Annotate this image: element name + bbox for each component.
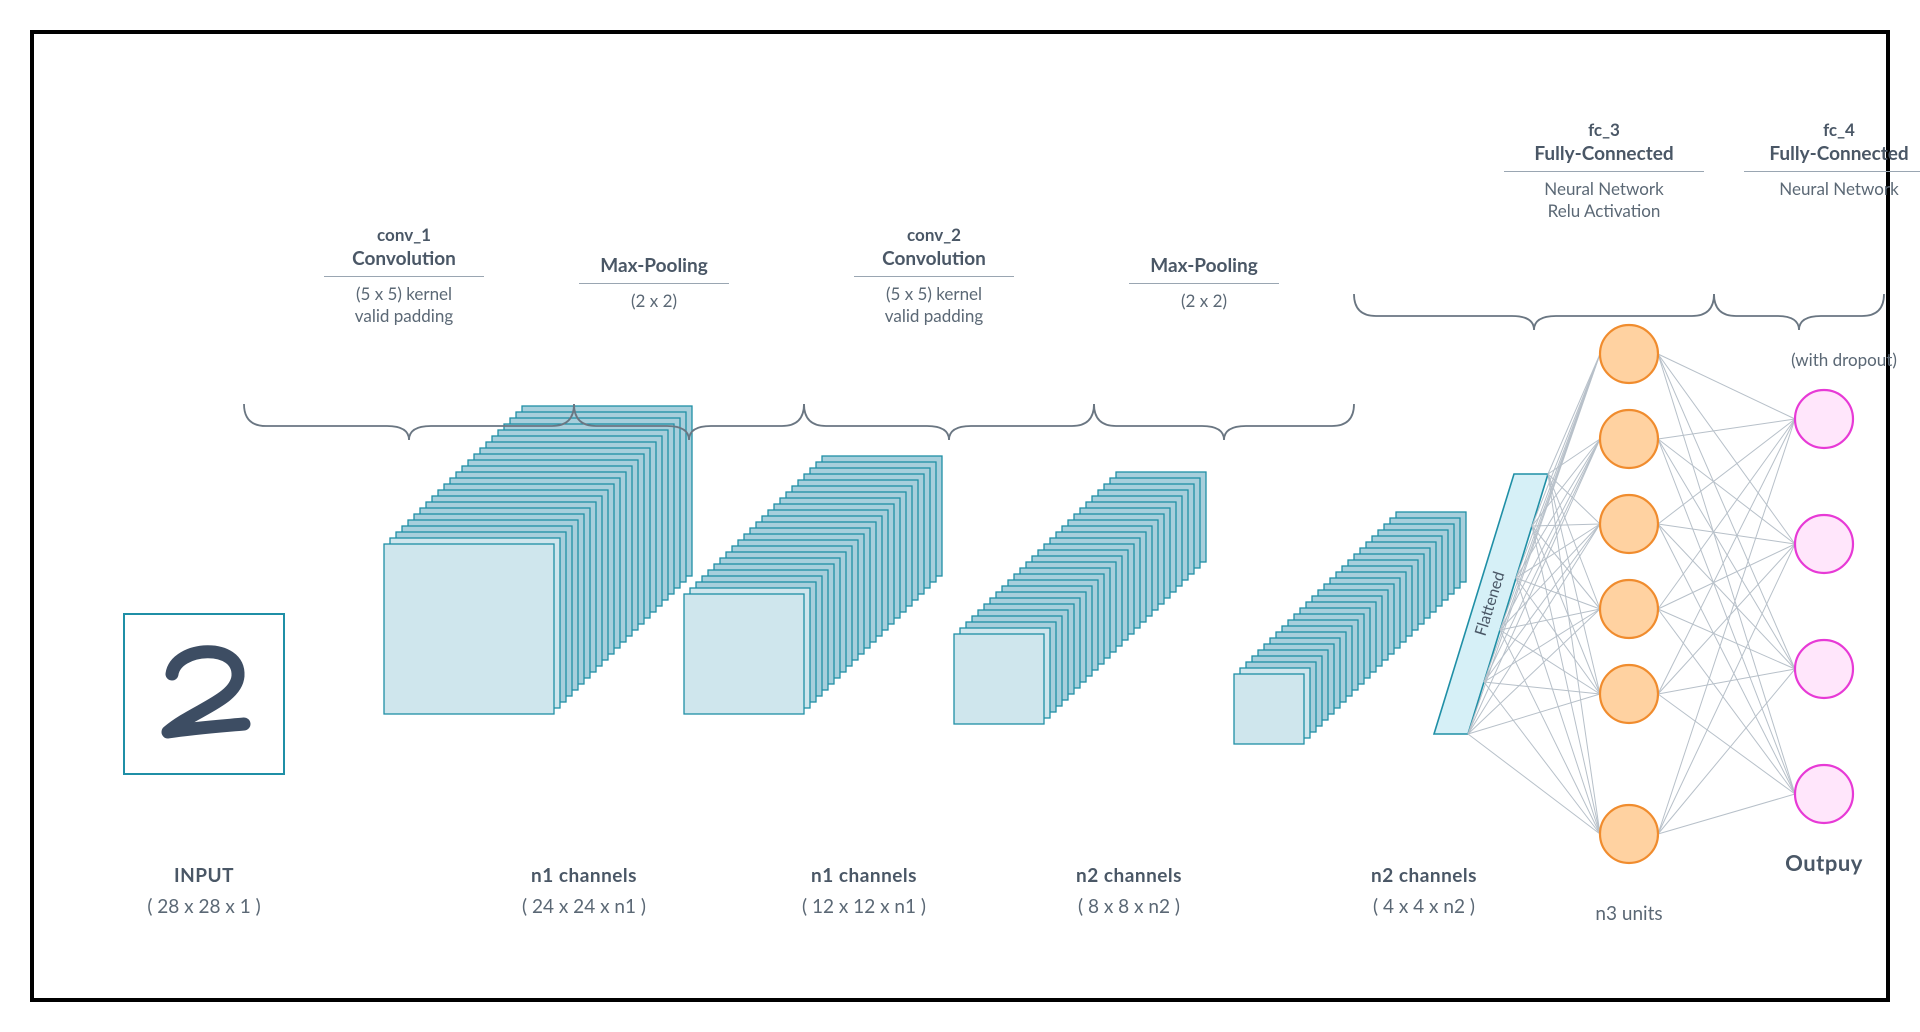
bottom-label-pool2-out: n2 channels ( 4 x 4 x n2 ) (1314, 864, 1534, 918)
layer-sub: Relu Activation (1474, 200, 1734, 222)
block-dims: ( 8 x 8 x n2 ) (1019, 895, 1239, 918)
layer-sub: (2 x 2) (1104, 290, 1304, 312)
layer-title: Fully-Connected (1474, 142, 1734, 165)
layer-name: fc_4 (1724, 119, 1920, 140)
layer-sub: valid padding (814, 305, 1054, 327)
layer-title: Max-Pooling (1104, 254, 1304, 277)
dropout-text: (with dropout) (1754, 349, 1920, 371)
block-title: INPUT (104, 864, 304, 887)
bottom-label-conv1-out: n1 channels ( 24 x 24 x n1 ) (464, 864, 704, 918)
block-dims: ( 28 x 28 x 1 ) (104, 895, 304, 918)
bottom-label-output: Outpuy (1744, 849, 1904, 876)
layer-sub: Neural Network (1724, 178, 1920, 200)
layer-title: Max-Pooling (554, 254, 754, 277)
layer-title: Fully-Connected (1724, 142, 1920, 165)
block-title: n2 channels (1019, 864, 1239, 887)
bottom-label-fc3: n3 units (1544, 894, 1714, 925)
label-fc3: fc_3Fully-Connected Neural NetworkRelu Ac… (1474, 119, 1734, 222)
layer-sub: (2 x 2) (554, 290, 754, 312)
label-pool1: Max-Pooling (2 x 2) (554, 252, 754, 312)
label-conv2: conv_2Convolution (5 x 5) kernelvalid pad… (814, 224, 1054, 327)
bottom-label-pool1-out: n1 channels ( 12 x 12 x n1 ) (744, 864, 984, 918)
layer-title: Convolution (284, 247, 524, 270)
block-dims: ( 12 x 12 x n1 ) (744, 895, 984, 918)
layer-sub: valid padding (284, 305, 524, 327)
label-pool2: Max-Pooling (2 x 2) (1104, 252, 1304, 312)
dropout-label: (with dropout) (1754, 349, 1920, 371)
bottom-label-input: INPUT ( 28 x 28 x 1 ) (104, 864, 304, 918)
layer-name: fc_3 (1474, 119, 1734, 140)
label-conv1: conv_1Convolution (5 x 5) kernelvalid pad… (284, 224, 524, 327)
fc3-units: n3 units (1544, 902, 1714, 925)
layer-sub: Neural Network (1474, 178, 1734, 200)
block-title: n1 channels (464, 864, 704, 887)
block-dims: ( 24 x 24 x n1 ) (464, 895, 704, 918)
label-fc4: fc_4Fully-Connected Neural Network (1724, 119, 1920, 200)
bottom-label-conv2-out: n2 channels ( 8 x 8 x n2 ) (1019, 864, 1239, 918)
layer-name: conv_2 (814, 224, 1054, 245)
diagram-frame: Flattened conv_1Convolution(5 x 5) kerne… (30, 30, 1890, 1002)
layer-title: Convolution (814, 247, 1054, 270)
block-dims: ( 4 x 4 x n2 ) (1314, 895, 1534, 918)
block-title: n1 channels (744, 864, 984, 887)
block-title: n2 channels (1314, 864, 1534, 887)
layer-sub: (5 x 5) kernel (814, 283, 1054, 305)
output-label: Outpuy (1744, 849, 1904, 876)
layer-name: conv_1 (284, 224, 524, 245)
layer-sub: (5 x 5) kernel (284, 283, 524, 305)
